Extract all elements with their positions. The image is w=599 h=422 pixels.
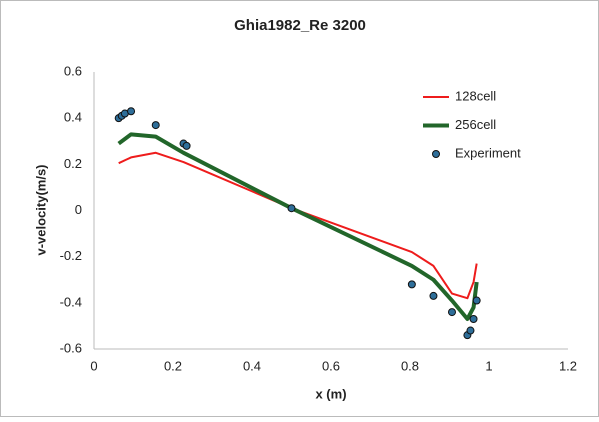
data-point: [472, 296, 481, 305]
data-point: [466, 326, 475, 335]
line-series: [117, 132, 479, 321]
y-tick-label: -0.4: [60, 294, 82, 309]
x-tick-label: 0.2: [164, 358, 182, 373]
data-point: [469, 314, 478, 323]
chart-title: Ghia1982_Re 3200: [234, 17, 366, 34]
x-tick-label: 0.6: [322, 358, 340, 373]
data-point: [151, 121, 160, 130]
data-point: [447, 308, 456, 317]
legend-label: Experiment: [455, 145, 521, 160]
y-tick-label: 0: [75, 202, 82, 217]
data-point: [429, 291, 438, 300]
data-point: [407, 280, 416, 289]
y-tick-label: 0.6: [64, 63, 82, 78]
data-point: [287, 204, 296, 213]
x-tick-label: 1: [485, 358, 492, 373]
x-tick-label: 0: [90, 358, 97, 373]
y-tick-label: -0.2: [60, 248, 82, 263]
x-axis-label: x (m): [315, 386, 346, 401]
y-tick-label: 0.4: [64, 110, 82, 125]
x-tick-label: 0.4: [243, 358, 261, 373]
y-tick-label: -0.6: [60, 340, 82, 355]
line-series: [118, 151, 478, 300]
legend-swatch: [432, 150, 440, 158]
legend-label: 128cell: [455, 88, 496, 103]
legend-label: 256cell: [455, 117, 496, 132]
x-tick-label: 0.8: [401, 358, 419, 373]
y-axis-label: v-velocity(m/s): [33, 164, 48, 255]
data-point: [127, 107, 136, 116]
x-tick-label: 1.2: [559, 358, 577, 373]
data-point: [182, 141, 191, 150]
y-tick-label: 0.2: [64, 156, 82, 171]
